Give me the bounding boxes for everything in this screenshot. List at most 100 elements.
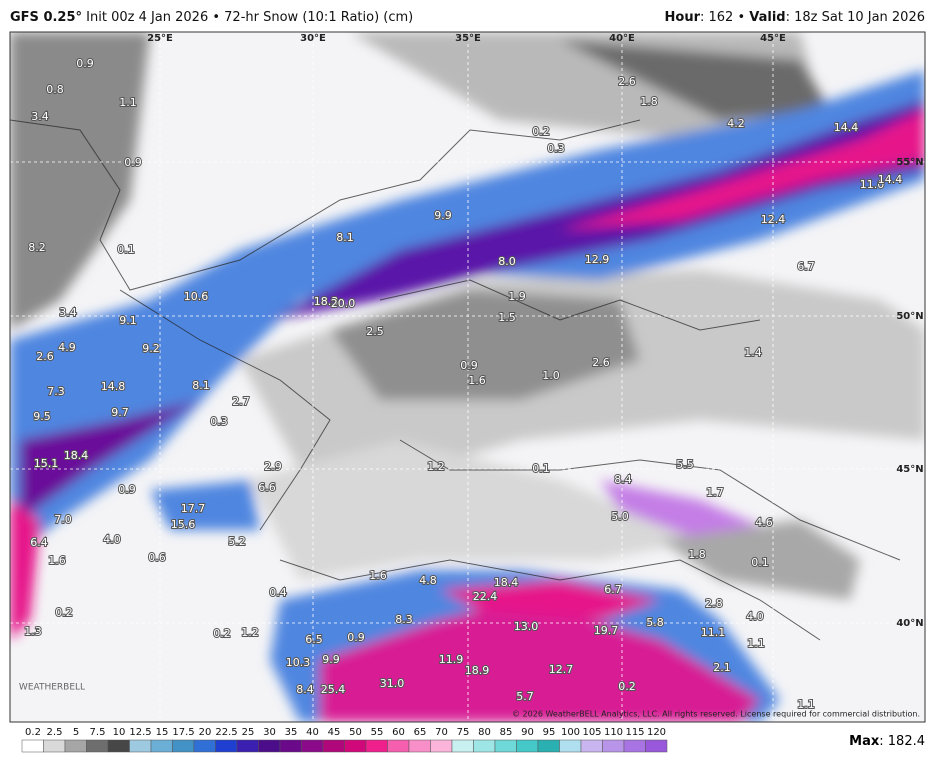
colorbar-tick-label: 35 (285, 727, 298, 738)
snow-amount-label: 4.8 (419, 574, 437, 587)
colorbar-swatch (21, 739, 44, 753)
snow-amount-label: 4.6 (755, 516, 773, 529)
map-labels: 25°E 30°E 35°E 40°E 45°E 55°N 50°N 45°N 40°N 0.9 0… (23, 33, 923, 712)
colorbar-tick-label: 12.5 (129, 727, 151, 738)
logo: WEATHERBELL (19, 683, 85, 693)
snow-amount-label: 0.9 (76, 57, 94, 70)
graticule-label: 55°N (896, 157, 923, 168)
snow-amount-label: 3.4 (59, 306, 77, 319)
snow-amount-label: 3.4 (31, 110, 49, 123)
snow-amount-label: 7.3 (47, 385, 65, 398)
colorbar-tick-label: 115 (625, 727, 644, 738)
snow-amount-label: 8.2 (28, 241, 46, 254)
snow-amount-label: 1.6 (48, 554, 66, 567)
snow-amount-label: 18.4 (494, 576, 519, 589)
colorbar-swatch (301, 739, 324, 753)
colorbar-swatch (279, 739, 302, 753)
snow-amount-label: 2.7 (232, 395, 250, 408)
colorbar-tick-label: 70 (435, 727, 448, 738)
colorbar-swatch (193, 739, 216, 753)
graticule-label: 25°E (147, 33, 173, 44)
snow-amount-label: 9.9 (434, 209, 452, 222)
snow-amount-label: 8.1 (192, 379, 210, 392)
snow-amount-label: 15.1 (34, 457, 59, 470)
snow-amount-label: 15.6 (171, 518, 196, 531)
colorbar-tick-label: 65 (414, 727, 427, 738)
snow-amount-label: 0.1 (751, 556, 769, 569)
snow-amount-label: 11.1 (701, 626, 726, 639)
snow-amount-label: 5.7 (516, 690, 534, 703)
colorbar-tick-label: 25 (242, 727, 255, 738)
header-left: GFS 0.25° Init 00z 4 Jan 2026 • 72-hr Sn… (10, 10, 413, 25)
snow-amount-label: 8.4 (614, 473, 632, 486)
colorbar-swatch (580, 739, 603, 753)
colorbar-tick-label: 75 (457, 727, 470, 738)
colorbar-tick-label: 60 (392, 727, 405, 738)
colorbar-tick-label: 30 (263, 727, 276, 738)
snow-amount-label: 0.4 (269, 586, 287, 599)
snow-amount-label: 1.0 (542, 369, 560, 382)
snow-amount-label: 1.1 (797, 698, 815, 711)
snow-amount-label: 12.9 (585, 253, 610, 266)
snow-amount-label: 2.5 (366, 325, 384, 338)
snow-amount-label: 11.9 (439, 653, 464, 666)
snow-amount-label: 17.7 (181, 502, 206, 515)
snow-amount-label: 6.7 (797, 260, 815, 273)
colorbar-tick-label: 120 (647, 727, 666, 738)
snow-amount-label: 0.2 (618, 680, 636, 693)
colorbar-tick-label: 90 (521, 727, 534, 738)
snow-amount-label: 5.2 (228, 535, 246, 548)
snow-amount-label: 9.5 (33, 410, 51, 423)
colorbar-swatch (86, 739, 109, 753)
snow-amount-label: 8.1 (336, 231, 354, 244)
snow-amount-label: 2.6 (592, 356, 610, 369)
graticule-label: 40°E (609, 33, 635, 44)
hour-value: : 162 • (700, 10, 749, 25)
snow-amount-label: 6.5 (305, 633, 323, 646)
snow-amount-label: 6.6 (258, 481, 276, 494)
snow-amount-label: 18.9 (465, 664, 490, 677)
map: 25°E 30°E 35°E 40°E 45°E 55°N 50°N 45°N 40°N 0.9 0… (10, 32, 925, 722)
colorbar-swatch (43, 739, 66, 753)
snow-amount-label: 11.0 (860, 178, 885, 191)
colorbar-tick-label: 105 (582, 727, 601, 738)
colorbar-swatch (365, 739, 388, 753)
snow-amount-label: 0.1 (532, 462, 550, 475)
borders (10, 119, 901, 641)
snow-amount-label: 0.6 (148, 551, 166, 564)
colorbar-tick-label: 2.5 (47, 727, 63, 738)
colorbar-tick-label: 95 (543, 727, 556, 738)
colorbar-swatch (258, 739, 281, 753)
snow-amount-label: 4.9 (58, 341, 76, 354)
snow-amount-label: 2.6 (618, 75, 636, 88)
snow-amount-label: 1.1 (119, 96, 137, 109)
graticule-label: 30°E (300, 33, 326, 44)
colorbar-swatch (602, 739, 625, 753)
snow-amount-label: 18.4 (64, 449, 89, 462)
colorbar-swatch (172, 739, 195, 753)
snow-amount-label: 8.3 (395, 613, 413, 626)
snow-amount-label: 0.2 (213, 627, 231, 640)
colorbar-swatch (473, 739, 496, 753)
snow-amount-label: 4.0 (746, 610, 764, 623)
snow-amount-label: 14.4 (878, 173, 903, 186)
snow-amount-label: 1.3 (24, 625, 42, 638)
graticule-label: 50°N (896, 311, 923, 322)
snow-amount-label: 9.7 (111, 406, 129, 419)
snow-amount-label: 9.2 (142, 342, 160, 355)
header-right: Hour: 162 • Valid: 18z Sat 10 Jan 2026 (665, 10, 925, 25)
snow-amount-label: 0.2 (532, 125, 550, 138)
snow-amount-label: 8.4 (296, 683, 314, 696)
snow-amount-label: 14.8 (101, 380, 126, 393)
snow-amount-label: 1.8 (688, 548, 706, 561)
snow-amount-label: 1.5 (498, 311, 516, 324)
colorbar-tick-label: 10 (113, 727, 126, 738)
colorbar-tick-label: 22.5 (215, 727, 237, 738)
snow-amount-label: 18.3 (314, 295, 339, 308)
graticule (10, 32, 925, 722)
snow-amount-label: 2.8 (705, 597, 723, 610)
colorbar-tick-label: 110 (604, 727, 623, 738)
colorbar-swatch (451, 739, 474, 753)
colorbar-tick-label: 5 (73, 727, 79, 738)
